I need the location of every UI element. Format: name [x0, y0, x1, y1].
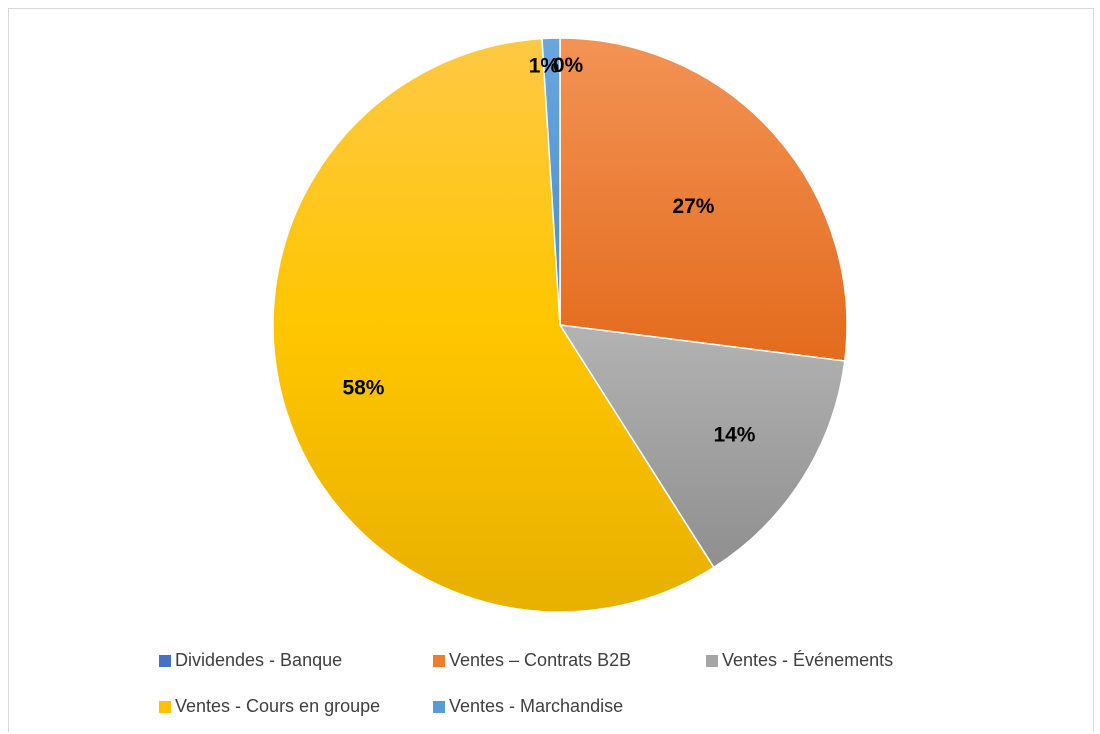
legend-item-cours-groupe: Ventes - Cours en groupe: [159, 696, 380, 717]
legend-item-marchandise: Ventes - Marchandise: [433, 696, 623, 717]
legend-item-evenements: Ventes - Événements: [706, 650, 893, 671]
legend-label: Dividendes - Banque: [175, 650, 342, 671]
data-label-contrats-b2b: 27%: [672, 195, 714, 218]
legend-item-dividendes: Dividendes - Banque: [159, 650, 342, 671]
data-label-marchandise: 1%: [529, 54, 560, 77]
legend-swatch: [159, 655, 171, 667]
legend-label: Ventes - Marchandise: [449, 696, 623, 717]
legend-swatch: [706, 655, 718, 667]
legend-label: Ventes - Cours en groupe: [175, 696, 380, 717]
legend-label: Ventes – Contrats B2B: [449, 650, 631, 671]
legend-label: Ventes - Événements: [722, 650, 893, 671]
legend-item-contrats-b2b: Ventes – Contrats B2B: [433, 650, 631, 671]
data-label-evenements: 14%: [713, 423, 755, 446]
data-label-cours-groupe: 58%: [342, 376, 384, 399]
legend-swatch: [433, 701, 445, 713]
legend-swatch: [433, 655, 445, 667]
legend-swatch: [159, 701, 171, 713]
